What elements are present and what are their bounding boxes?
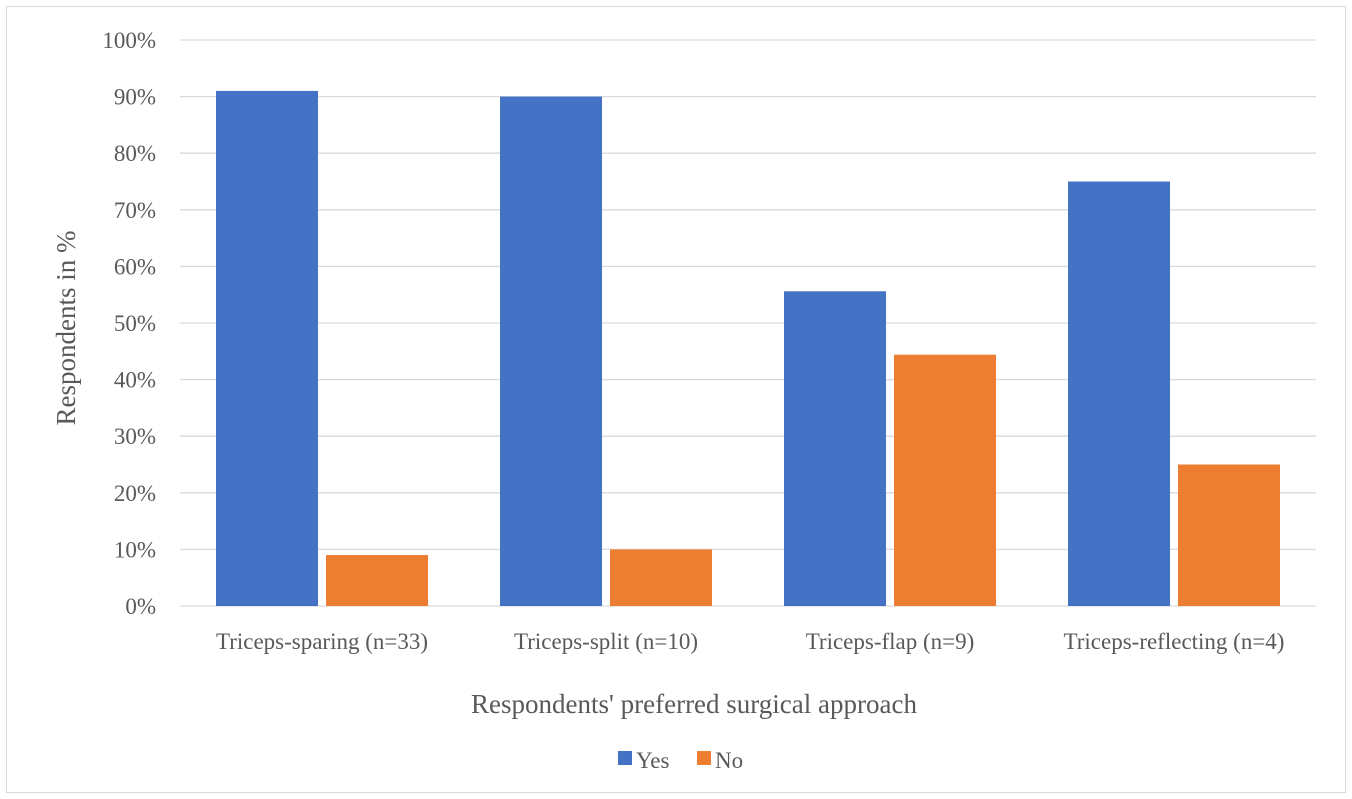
bar-yes-4 <box>1068 181 1170 606</box>
legend-swatch-no <box>697 751 711 765</box>
x-tick-label: Triceps-split (n=10) <box>514 629 698 654</box>
x-tick-label: Triceps-reflecting (n=4) <box>1064 629 1285 654</box>
bar-yes-3 <box>784 291 886 606</box>
legend-label-yes: Yes <box>636 748 670 773</box>
bar-yes-1 <box>216 90 318 606</box>
y-tick-label: 50% <box>114 311 156 336</box>
x-tick-label: Triceps-sparing (n=33) <box>216 629 428 654</box>
legend-label-no: No <box>715 748 743 773</box>
y-tick-labels: 0% 10% 20% 30% 40% 50% 60% 70% 80% 90% 100% <box>102 28 156 619</box>
y-tick-label: 40% <box>114 368 156 393</box>
bar-yes-2 <box>500 96 602 606</box>
x-tick-label: Triceps-flap (n=9) <box>806 629 975 654</box>
bar-no-4 <box>1178 464 1280 606</box>
bar-no-2 <box>610 549 712 606</box>
y-tick-label: 100% <box>102 28 156 53</box>
bar-no-3 <box>894 354 996 606</box>
y-tick-label: 10% <box>114 537 156 562</box>
y-tick-label: 20% <box>114 481 156 506</box>
legend: Yes No <box>618 748 743 773</box>
x-axis-title: Respondents' preferred surgical approach <box>471 689 917 719</box>
legend-swatch-yes <box>618 751 632 765</box>
y-tick-label: 0% <box>125 594 156 619</box>
y-tick-label: 90% <box>114 85 156 110</box>
bar-no-1 <box>326 555 428 606</box>
y-tick-label: 70% <box>114 198 156 223</box>
y-axis-title: Respondents in % <box>51 231 81 426</box>
y-tick-label: 30% <box>114 424 156 449</box>
bars <box>216 90 1280 606</box>
x-tick-labels: Triceps-sparing (n=33) Triceps-split (n=1… <box>216 629 1285 654</box>
y-tick-label: 60% <box>114 254 156 279</box>
y-tick-label: 80% <box>114 141 156 166</box>
